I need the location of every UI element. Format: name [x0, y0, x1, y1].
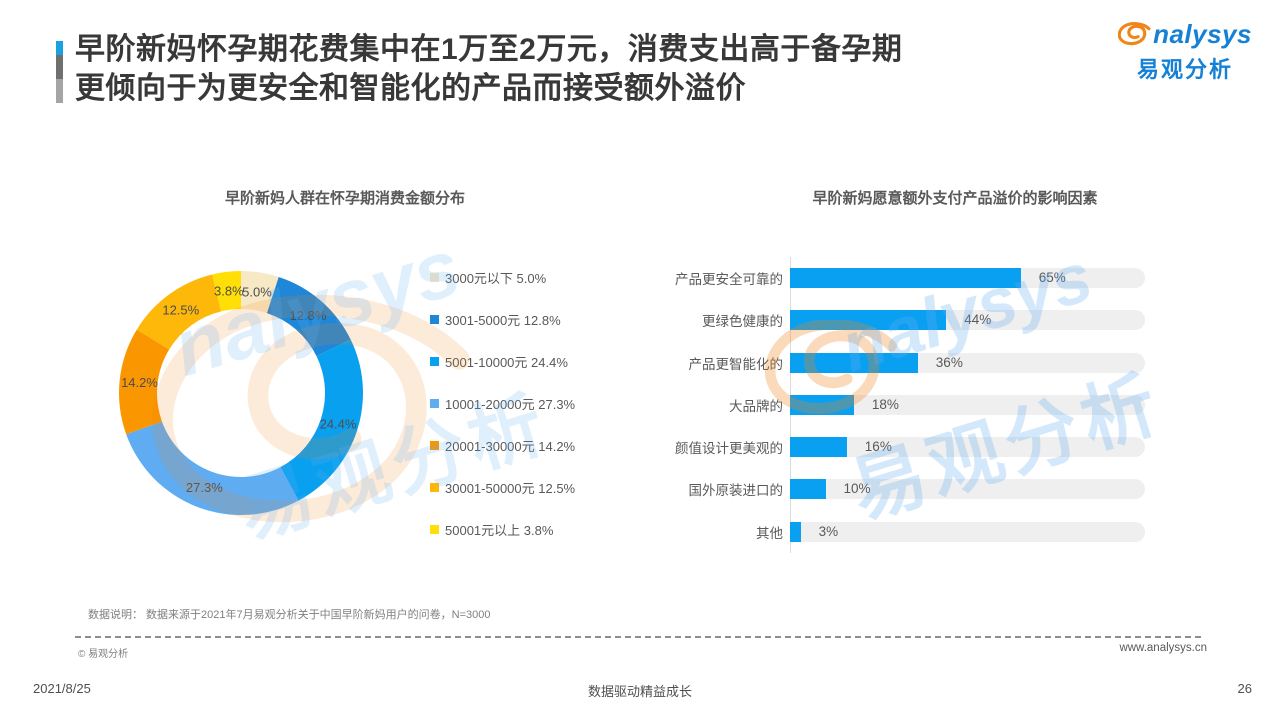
accent-bar-dark-gray — [56, 55, 63, 79]
page-title-line1: 早阶新妈怀孕期花费集中在1万至2万元，消费支出高于备孕期 — [75, 33, 903, 66]
footer-website: www.analysys.cn — [1119, 642, 1207, 654]
donut-slice-label: 24.4% — [320, 417, 357, 432]
bar-category-label: 其他 — [756, 525, 783, 541]
bar-row: 产品更安全可靠的 65% — [663, 268, 1145, 288]
bar-value-label: 36% — [935, 354, 963, 370]
bar-track: 18% — [790, 394, 1145, 415]
legend-swatch — [430, 272, 439, 282]
donut-slice-label: 3.8% — [214, 284, 244, 299]
bar-track: 65% — [790, 268, 1145, 288]
bar-chart-title: 早阶新妈愿意额外支付产品溢价的影响因素 — [812, 190, 1098, 207]
legend-swatch — [430, 524, 439, 534]
bar-value-label: 18% — [871, 396, 899, 412]
page-title: 早阶新妈怀孕期花费集中在1万至2万元，消费支出高于备孕期 更倾向于为更安全和智能… — [75, 30, 1105, 108]
bar-fill — [790, 352, 918, 373]
donut-slice-label: 27.3% — [186, 480, 223, 495]
page-title-line2: 更倾向于为更安全和智能化的产品而接受额外溢价 — [75, 72, 746, 105]
accent-bar-blue — [56, 41, 63, 55]
bar-value-label: 16% — [864, 439, 892, 455]
legend-item: 5001-10000元 24.4% — [430, 354, 575, 370]
bar-row: 颜值设计更美观的 16% — [663, 437, 1145, 458]
bar-track: 3% — [790, 521, 1145, 542]
page-number: 26 — [1237, 681, 1252, 696]
donut-slice — [126, 421, 299, 515]
bar-category-label: 颜值设计更美观的 — [675, 441, 783, 457]
legend-label: 10001-20000元 27.3% — [445, 396, 576, 412]
donut-slice-label: 12.5% — [162, 303, 199, 318]
bar-track: 10% — [790, 479, 1145, 500]
footer-date: 2021/8/25 — [33, 681, 91, 696]
footer-divider — [75, 636, 1205, 638]
bar-fill — [790, 310, 947, 331]
analysys-logo: nalysys 易观分析 — [1118, 18, 1252, 84]
footer-slogan: 数据驱动精益成长 — [587, 684, 692, 699]
legend-item: 50001元以上 3.8% — [430, 522, 575, 538]
donut-slice-label: 12.8% — [290, 308, 327, 323]
bar-category-label: 国外原装进口的 — [688, 483, 784, 499]
legend-item: 10001-20000元 27.3% — [430, 396, 576, 412]
accent-bar — [56, 41, 63, 103]
legend-item: 3001-5000元 12.8% — [430, 312, 575, 328]
bar-fill — [790, 268, 1021, 288]
bar-fill — [790, 394, 854, 415]
donut-slice-label: 5.0% — [242, 284, 272, 299]
bar-row: 其他 3% — [663, 521, 1145, 542]
footer-copyright: © 易观分析 — [78, 649, 129, 660]
donut-slice-label: 14.2% — [121, 375, 158, 390]
bar-value-label: 44% — [964, 312, 992, 328]
legend-swatch — [430, 356, 439, 366]
bar-row: 产品更智能化的 36% — [663, 352, 1145, 373]
logo-brand-cn: 易观分析 — [1136, 57, 1233, 82]
bar-value-label: 3% — [818, 523, 839, 539]
legend-label: 30001-50000元 12.5% — [445, 480, 576, 496]
bar-row: 国外原装进口的 10% — [663, 479, 1145, 500]
bar-track: 36% — [790, 352, 1145, 373]
bar-category-label: 产品更智能化的 — [688, 356, 784, 372]
bar-fill — [790, 521, 801, 542]
legend-label: 50001元以上 3.8% — [445, 522, 554, 538]
bar-category-label: 更绿色健康的 — [702, 314, 783, 330]
bar-value-label: 65% — [1038, 270, 1066, 285]
donut-chart: 5.0% 12.8% 24.4% 27.3% 14.2% 12.5% 3.8% — [119, 271, 363, 515]
bar-row: 更绿色健康的 44% — [663, 310, 1145, 331]
legend-label: 5001-10000元 24.4% — [445, 354, 568, 370]
accent-bar-light-gray — [56, 79, 63, 103]
bar-track: 16% — [790, 437, 1145, 458]
legend-swatch — [430, 314, 439, 324]
bar-track: 44% — [790, 310, 1145, 331]
legend-swatch — [430, 482, 439, 492]
logo-swirl-icon — [1118, 22, 1151, 46]
legend-label: 20001-30000元 14.2% — [445, 438, 576, 454]
bar-category-label: 大品牌的 — [729, 398, 783, 414]
bar-chart: 产品更安全可靠的 65% 更绿色健康的 44% 产品更智能化的 36% 大品牌的 18% 颜值设… — [663, 268, 1145, 564]
footer-note: 数据说明： 数据来源于2021年7月易观分析关于中国早阶新妈用户的问卷，N=30… — [88, 609, 491, 621]
bar-value-label: 10% — [843, 481, 871, 497]
logo-brand-text: nalysys — [1153, 18, 1252, 49]
legend-item: 30001-50000元 12.5% — [430, 480, 576, 496]
legend-item: 20001-30000元 14.2% — [430, 438, 576, 454]
legend: 3000元以下 5.0% 3001-5000元 12.8% 5001-10000元 … — [430, 270, 575, 564]
bar-fill — [790, 479, 826, 500]
legend-label: 3000元以下 5.0% — [445, 270, 547, 286]
legend-label: 3001-5000元 12.8% — [445, 312, 561, 328]
legend-swatch — [430, 398, 439, 408]
bar-fill — [790, 437, 847, 458]
legend-item: 3000元以下 5.0% — [430, 270, 575, 286]
bar-row: 大品牌的 18% — [663, 394, 1145, 415]
legend-swatch — [430, 440, 439, 450]
donut-chart-title: 早阶新妈人群在怀孕期消费金额分布 — [224, 190, 465, 207]
bar-category-label: 产品更安全可靠的 — [675, 272, 783, 287]
